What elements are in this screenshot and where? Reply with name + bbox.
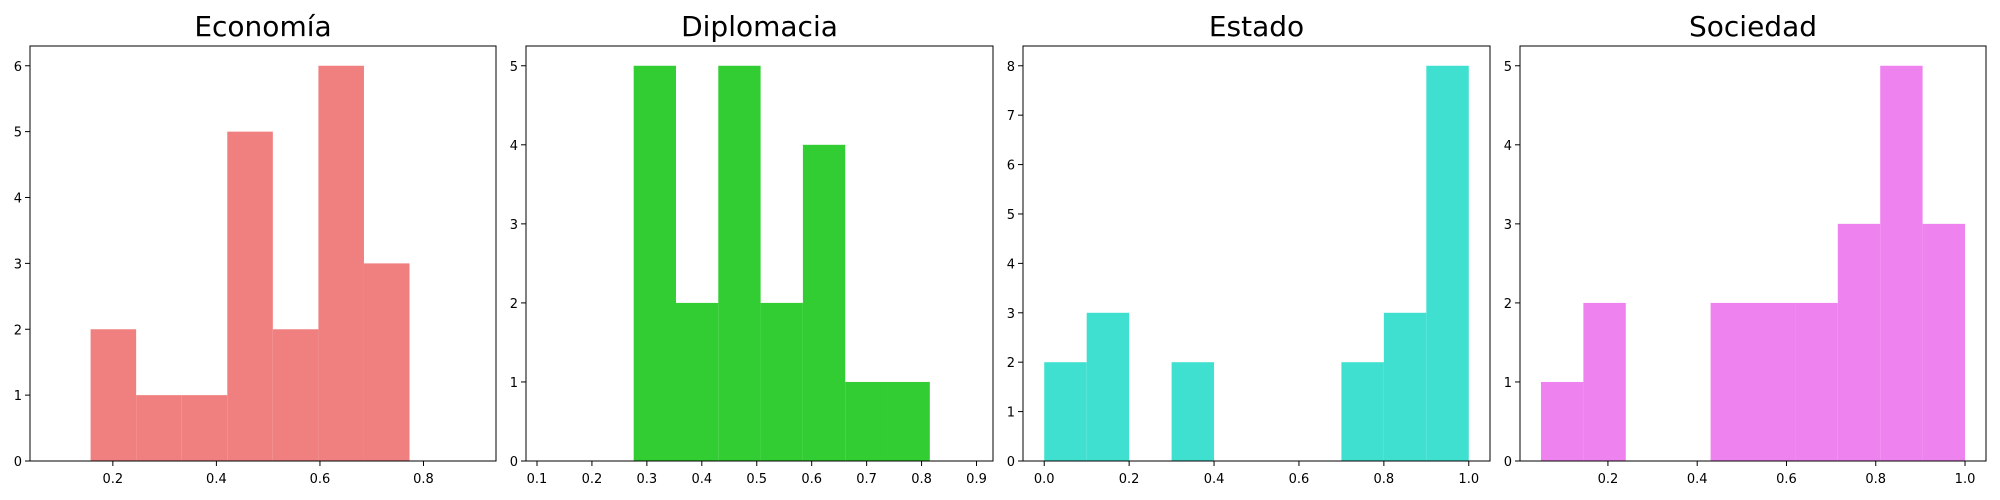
- histogram-bar: [1753, 302, 1796, 461]
- chart-title: Economía: [194, 10, 331, 43]
- x-tick-label: 0.5: [746, 472, 767, 487]
- y-tick-label: 0: [1007, 455, 1015, 470]
- histogram-bar: [363, 263, 410, 461]
- histogram-bar: [1171, 362, 1215, 461]
- x-tick-label: 0.8: [1865, 472, 1886, 487]
- chart-title: Estado: [1209, 10, 1304, 43]
- histogram-panel-4: 0.2 0.4 0.6 0.8 1.0 0 1 2 3 4 5 Sociedad: [1504, 10, 1987, 487]
- y-tick-label: 1: [510, 376, 518, 391]
- histogram-bar: [1795, 302, 1838, 461]
- histogram-bar: [136, 395, 182, 461]
- plot-frame: [525, 45, 994, 462]
- histogram-bar: [1880, 65, 1923, 461]
- y-tick-label: 6: [14, 60, 22, 75]
- y-tick-label: 2: [14, 323, 22, 338]
- x-tick-label: 0.6: [310, 472, 331, 487]
- y-tick-label: 3: [14, 257, 22, 272]
- y-tick-label: 0: [14, 455, 22, 470]
- y-tick-label: 4: [14, 192, 22, 207]
- x-tick-label: 0.4: [1687, 472, 1708, 487]
- histogram-bar: [318, 65, 364, 461]
- x-tick-label: 0.2: [582, 472, 603, 487]
- x-tick-label: 0.8: [1374, 472, 1395, 487]
- x-tick-label: 0.4: [691, 472, 712, 487]
- x-tick-label: 0.1: [527, 472, 548, 487]
- histogram-bar: [802, 144, 846, 462]
- y-tick-label: 0: [1504, 455, 1512, 470]
- y-tick-label: 5: [1504, 60, 1512, 75]
- y-tick-label: 7: [1007, 109, 1015, 124]
- plot-frame: [29, 45, 497, 462]
- histogram-bar: [272, 329, 319, 461]
- histogram-panel-3: 0.0 0.2 0.4 0.6 0.8 1.0 0 1 2 3 4 5 6 7 8 Estado: [1007, 10, 1491, 487]
- x-tick-label: 0.6: [801, 472, 822, 487]
- x-tick-label: 0.8: [911, 472, 932, 487]
- histogram-bar: [1426, 65, 1469, 461]
- y-tick-label: 8: [1007, 60, 1015, 75]
- x-tick-label: 0.2: [1598, 472, 1619, 487]
- x-tick-label: 0.2: [103, 472, 124, 487]
- histogram-bar: [1044, 362, 1087, 461]
- y-tick-label: 0: [510, 455, 518, 470]
- y-tick-label: 5: [510, 60, 518, 75]
- y-tick-label: 4: [510, 139, 518, 154]
- histogram-bar: [1922, 223, 1966, 461]
- histogram-bar: [90, 329, 137, 461]
- x-tick-label: 0.4: [1204, 472, 1225, 487]
- histogram-bar: [718, 65, 761, 461]
- y-tick-label: 1: [1007, 406, 1015, 421]
- x-tick-label: 0.0: [1034, 472, 1055, 487]
- y-tick-label: 2: [1007, 356, 1015, 371]
- histogram-bar: [1086, 312, 1130, 461]
- histogram-bar: [1583, 302, 1626, 461]
- x-tick-label: 0.2: [1119, 472, 1140, 487]
- x-tick-label: 0.8: [413, 472, 434, 487]
- histogram-bar: [1710, 302, 1753, 461]
- histogram-bar: [887, 381, 930, 461]
- chart-title: Diplomacia: [681, 10, 838, 43]
- histogram-bar: [633, 65, 676, 461]
- x-tick-label: 1.0: [1458, 472, 1479, 487]
- y-tick-label: 3: [1504, 218, 1512, 233]
- x-tick-label: 0.3: [637, 472, 658, 487]
- histogram-panel-2: 0.1 0.2 0.3 0.4 0.5 0.6 0.7 0.8 0.9 0 1 2 3 4 5 Diploma…: [510, 10, 994, 487]
- y-tick-label: 6: [1007, 159, 1015, 174]
- y-tick-label: 4: [1007, 257, 1015, 272]
- histogram-bar: [181, 395, 228, 461]
- y-tick-label: 5: [14, 126, 22, 141]
- x-tick-label: 0.4: [206, 472, 227, 487]
- x-tick-label: 0.6: [1289, 472, 1310, 487]
- y-tick-label: 2: [510, 297, 518, 312]
- x-tick-label: 0.6: [1776, 472, 1797, 487]
- histogram-bar: [1383, 312, 1427, 461]
- y-tick-label: 2: [1504, 297, 1512, 312]
- histogram-bar: [760, 302, 803, 461]
- x-tick-label: 0.9: [966, 472, 987, 487]
- y-tick-label: 4: [1504, 139, 1512, 154]
- histogram-bar: [1837, 223, 1881, 461]
- plot-frame: [1022, 45, 1491, 462]
- x-tick-label: 0.7: [856, 472, 877, 487]
- y-tick-label: 3: [510, 218, 518, 233]
- y-tick-label: 1: [1504, 376, 1512, 391]
- chart-title: Sociedad: [1689, 10, 1817, 43]
- histogram-bar: [227, 131, 273, 461]
- y-tick-label: 3: [1007, 307, 1015, 322]
- histogram-bar: [1341, 362, 1384, 461]
- histogram-bar: [1540, 381, 1584, 461]
- histogram-bar: [845, 381, 888, 461]
- histogram-panel-1: 0.2 0.4 0.6 0.8 0 1 2 3 4 5 6 Economía: [14, 10, 497, 487]
- histogram-bar: [675, 302, 719, 461]
- y-tick-label: 5: [1007, 208, 1015, 223]
- x-tick-label: 1.0: [1955, 472, 1976, 487]
- y-tick-label: 1: [14, 389, 22, 404]
- plot-frame: [1519, 45, 1987, 462]
